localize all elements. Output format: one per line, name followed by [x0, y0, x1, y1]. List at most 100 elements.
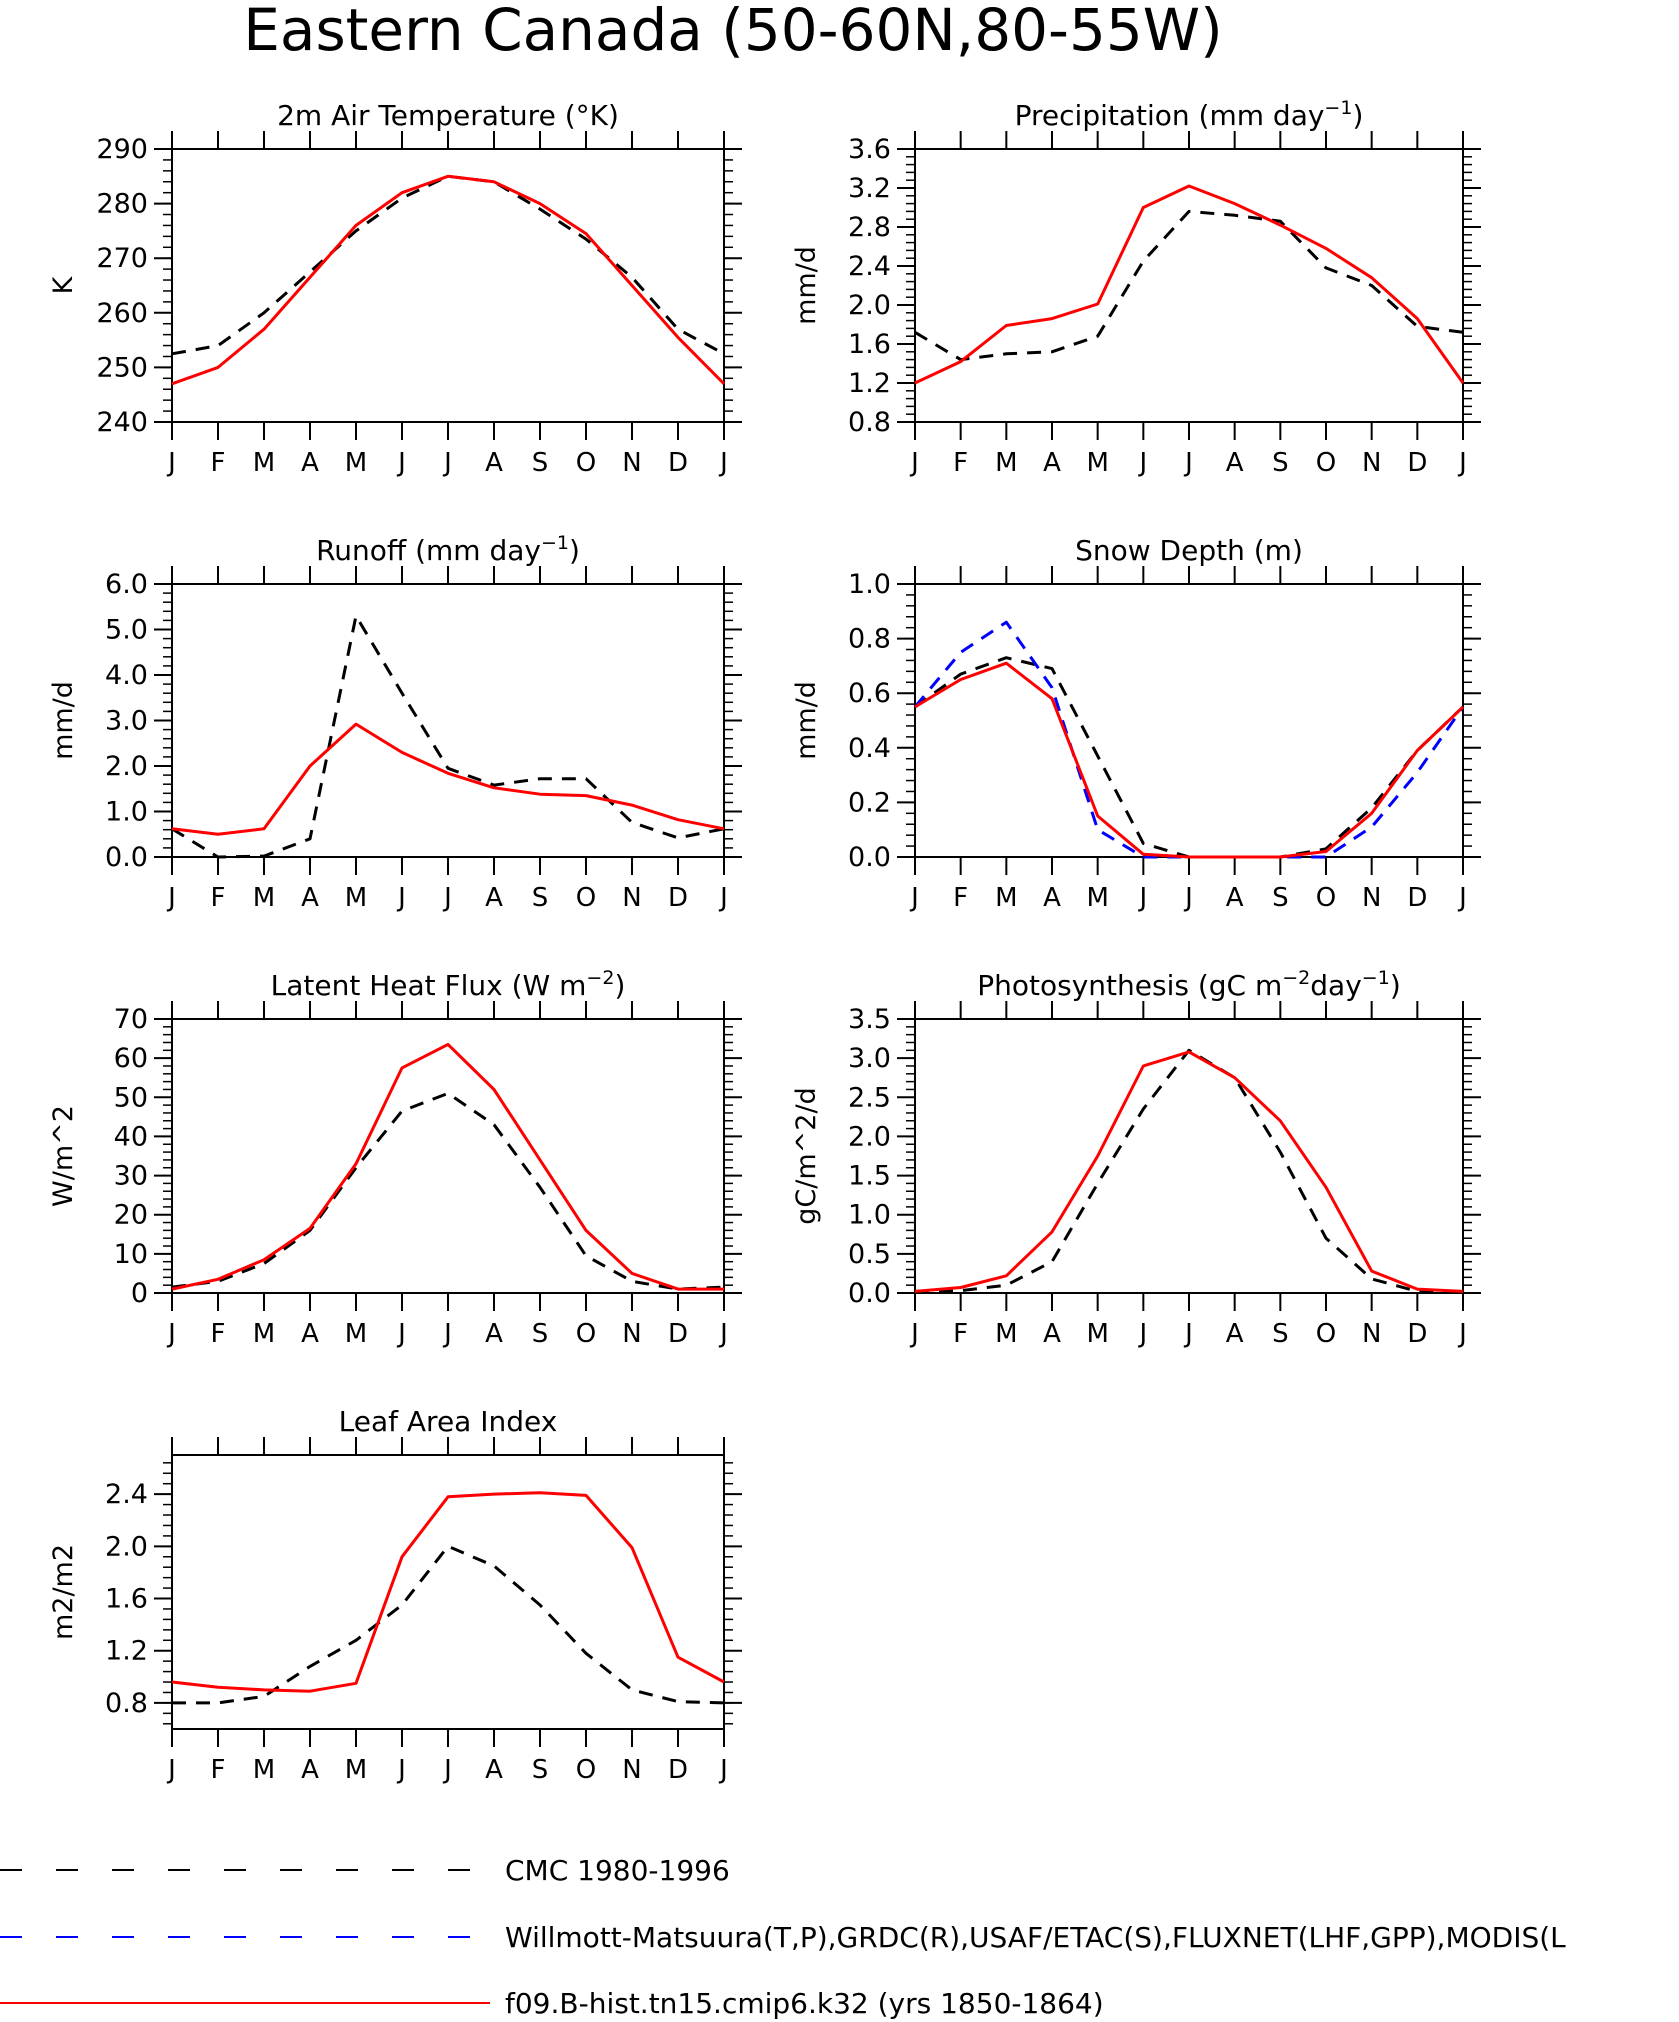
y-axis-label: m2/m2 [48, 1544, 79, 1640]
chart-panel: J F M A M J J A S O N D J0.81.21.62.02.42.83.23.6mm/… [791, 97, 1481, 478]
x-tick-label: A [485, 1319, 503, 1349]
x-tick-label: A [301, 1755, 319, 1785]
series-line [914, 209, 1464, 362]
y-tick-label: 2.8 [848, 212, 891, 243]
legend-label: Willmott-Matsuura(T,P),GRDC(R),USAF/ETAC… [505, 1921, 1566, 1954]
x-tick-label: S [532, 448, 549, 478]
x-tick-label: A [301, 448, 319, 478]
x-tick-label: N [622, 1755, 641, 1785]
y-tick-label: 3.2 [848, 173, 891, 204]
panel-title: Leaf Area Index [339, 1405, 558, 1438]
x-tick-label: N [1362, 1319, 1381, 1349]
x-tick-label: J [442, 883, 452, 913]
legend-label: f09.B-hist.tn15.cmip6.k32 (yrs 1850-1864… [505, 1987, 1104, 2020]
x-tick-label: A [485, 448, 503, 478]
y-tick-label: 1.2 [105, 1636, 148, 1667]
x-tick-label: J [442, 1755, 452, 1785]
chart-panel: J F M A M J J A S O N D J010203040506070W/m^2Latent … [48, 967, 742, 1349]
y-axis-label: gC/m^2/d [791, 1087, 822, 1224]
x-tick-label: J [396, 883, 406, 913]
y-tick-label: 2.5 [848, 1082, 891, 1113]
y-tick-label: 6.0 [105, 569, 148, 600]
series-line [171, 722, 725, 836]
series-line [914, 656, 1465, 859]
series-line [914, 1048, 1463, 1293]
series-line [914, 661, 1465, 859]
x-tick-label: D [1407, 883, 1427, 913]
x-tick-label: F [953, 1319, 968, 1349]
y-tick-label: 1.6 [848, 329, 891, 360]
x-tick-label: M [345, 1319, 367, 1349]
y-tick-label: 0.4 [848, 733, 891, 764]
y-tick-label: 1.5 [848, 1161, 891, 1192]
y-tick-label: 0.0 [848, 842, 891, 873]
y-tick-label: 2.4 [848, 251, 891, 282]
figure-title: Eastern Canada (50-60N,80-55W) [243, 0, 1223, 64]
x-tick-label: M [253, 448, 275, 478]
x-tick-label: F [211, 883, 226, 913]
panel-title: 2m Air Temperature (°K) [277, 99, 619, 132]
panel-title: Photosynthesis (gC m−2day−1) [977, 967, 1401, 1002]
y-tick-label: 280 [96, 189, 148, 220]
x-tick-label: M [995, 448, 1017, 478]
x-tick-label: J [442, 448, 452, 478]
x-tick-label: J [1457, 1319, 1467, 1349]
x-tick-label: J [442, 1319, 452, 1349]
x-tick-label: M [1086, 1319, 1108, 1349]
x-tick-label: J [166, 448, 176, 478]
y-tick-label: 3.0 [105, 706, 148, 737]
x-tick-label: J [718, 883, 728, 913]
legend-entry: Willmott-Matsuura(T,P),GRDC(R),USAF/ETAC… [0, 1921, 1566, 1954]
x-tick-label: O [576, 448, 596, 478]
x-tick-label: J [909, 1319, 919, 1349]
series-line [914, 184, 1465, 385]
x-tick-label: J [718, 1755, 728, 1785]
x-tick-label: S [1272, 883, 1289, 913]
x-tick-label: J [166, 883, 176, 913]
x-tick-label: D [668, 1319, 688, 1349]
y-tick-label: 0.2 [848, 787, 891, 818]
x-tick-label: M [1086, 448, 1108, 478]
y-axis-label: mm/d [791, 681, 822, 760]
x-tick-label: J [1183, 1319, 1193, 1349]
y-tick-label: 290 [96, 134, 148, 165]
y-tick-label: 5.0 [105, 615, 148, 646]
y-tick-label: 0.6 [848, 678, 891, 709]
x-tick-label: A [1043, 448, 1061, 478]
x-tick-label: J [166, 1319, 176, 1349]
series-line [171, 1091, 725, 1291]
y-tick-label: 1.0 [848, 569, 891, 600]
x-tick-label: A [1043, 883, 1061, 913]
plot-frame [171, 1018, 725, 1294]
series-line [171, 1491, 725, 1693]
y-tick-label: 0 [131, 1278, 148, 1309]
y-tick-label: 2.0 [105, 1531, 148, 1562]
x-tick-label: J [909, 883, 919, 913]
series-line [171, 1042, 724, 1291]
x-tick-label: A [1226, 883, 1244, 913]
x-tick-label: J [396, 1755, 406, 1785]
x-tick-label: S [532, 883, 549, 913]
chart-panel: J F M A M J J A S O N D J0.00.20.40.60.81.0mm/dSnow … [791, 534, 1481, 913]
x-tick-label: D [1407, 1319, 1427, 1349]
x-tick-label: A [301, 883, 319, 913]
x-tick-label: A [1226, 448, 1244, 478]
x-tick-label: O [1316, 448, 1336, 478]
y-tick-label: 2.4 [105, 1479, 148, 1510]
y-tick-label: 20 [114, 1200, 148, 1231]
x-tick-label: F [953, 883, 968, 913]
y-axis-label: mm/d [791, 246, 822, 325]
x-tick-label: J [1137, 1319, 1147, 1349]
x-tick-label: N [622, 1319, 641, 1349]
x-tick-label: A [485, 883, 503, 913]
x-tick-label: J [1183, 448, 1193, 478]
x-tick-label: O [1316, 883, 1336, 913]
y-tick-label: 1.2 [848, 368, 891, 399]
x-tick-label: J [166, 1755, 176, 1785]
x-tick-label: M [253, 1319, 275, 1349]
x-tick-label: D [668, 883, 688, 913]
series-line [171, 614, 725, 859]
